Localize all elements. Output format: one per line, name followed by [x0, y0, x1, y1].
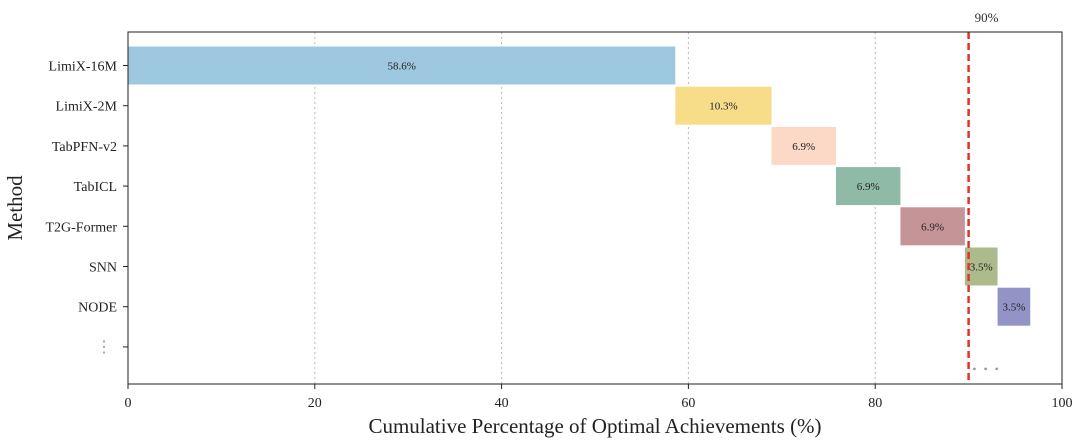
bar-limix-2m [675, 86, 772, 125]
y-category-label: LimiX-16M [49, 60, 118, 75]
ellipsis-marker: • • • [972, 362, 1001, 376]
bar-limix-16m [128, 46, 676, 85]
bar-value-label: 6.9% [857, 181, 880, 193]
x-tick-label: 80 [868, 396, 882, 411]
y-category-label: TabICL [74, 180, 117, 195]
y-category-label: ⋮ [96, 339, 112, 356]
reference-line-group: 90% • • • [967, 10, 1001, 384]
bar-value-label: 10.3% [709, 101, 737, 113]
x-axis-title: Cumulative Percentage of Optimal Achieve… [368, 414, 821, 438]
bar-snn [964, 247, 998, 286]
bar-tabpfn-v2 [771, 126, 836, 165]
y-axis-ticks: LimiX-16M LimiX-2M TabPFN-v2 TabICL T2G-Form… [45, 60, 128, 356]
x-tick-label: 60 [681, 396, 695, 411]
bar-value-label: 6.9% [921, 221, 944, 233]
bar-value-label: 58.6% [387, 61, 415, 73]
bar-value-labels: 58.6% 10.3% 6.9% 6.9% 6.9% 3.5% 3.5% [387, 61, 1025, 314]
gridlines [314, 32, 876, 384]
y-category-label: TabPFN-v2 [52, 140, 117, 155]
reference-line-label: 90% [975, 10, 999, 25]
y-category-label: T2G-Former [45, 220, 117, 235]
bar-value-label: 6.9% [792, 141, 815, 153]
y-category-label: LimiX-2M [56, 100, 118, 115]
x-tick-label: 20 [308, 396, 322, 411]
bar-value-label: 3.5% [970, 262, 993, 274]
y-axis-title: Method [3, 175, 27, 241]
plot-frame [127, 31, 1063, 385]
x-tick-label: 0 [125, 396, 132, 411]
bar-t2g-former [900, 207, 965, 246]
bars [128, 46, 1031, 326]
x-axis-ticks: 0 20 40 60 80 100 [125, 384, 1073, 411]
x-tick-label: 40 [495, 396, 509, 411]
bar-tabicl [835, 167, 901, 206]
bar-value-label: 3.5% [1002, 302, 1025, 314]
x-tick-label: 100 [1052, 396, 1073, 411]
y-category-label: SNN [89, 261, 117, 276]
bar-node [997, 287, 1031, 326]
y-category-label: NODE [78, 301, 117, 316]
